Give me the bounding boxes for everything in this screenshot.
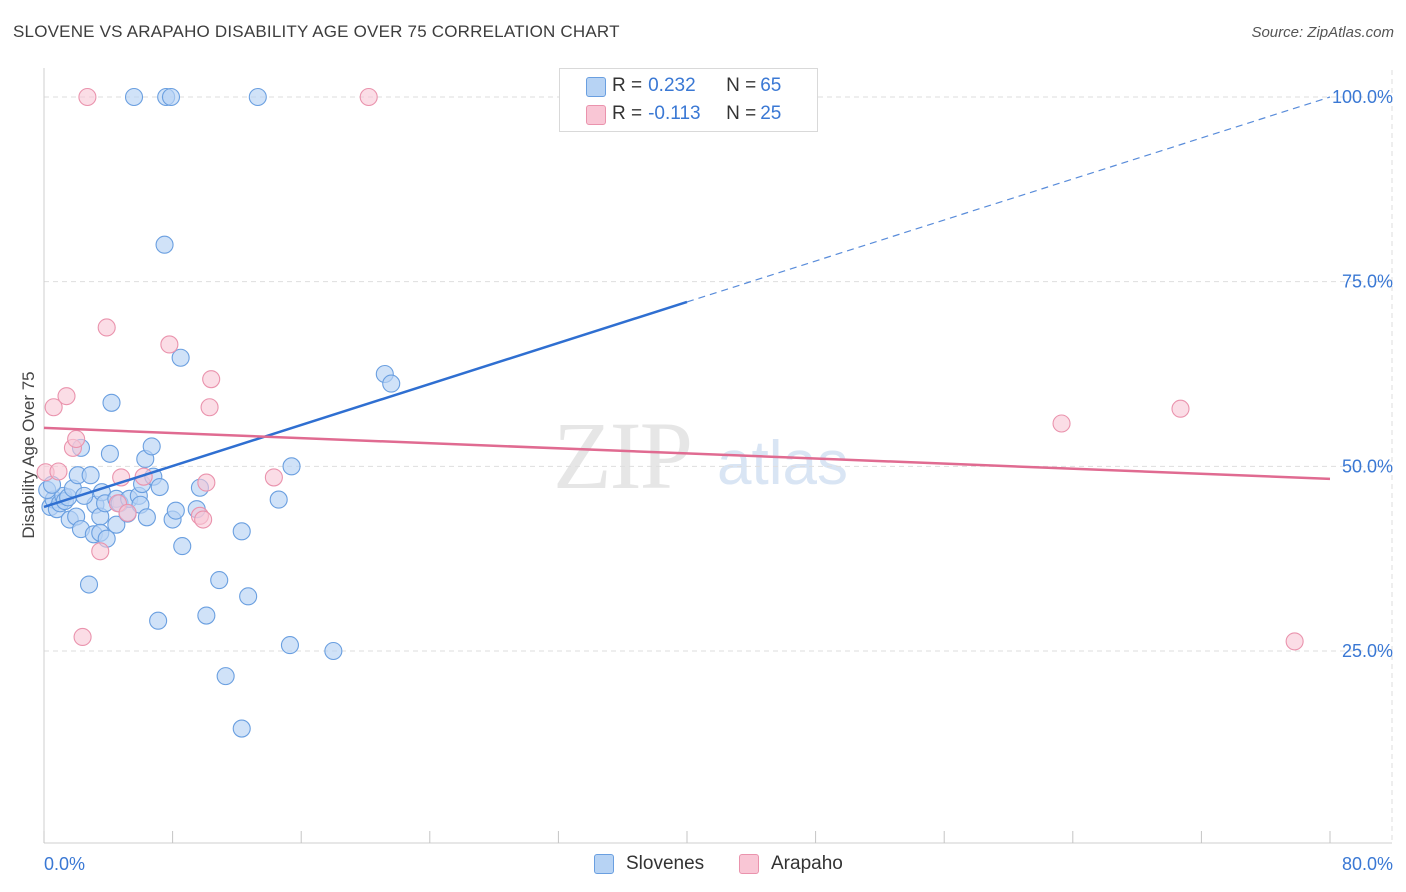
r-label: R = — [612, 103, 643, 124]
slovene-point — [161, 87, 181, 107]
arapaho-point — [118, 503, 137, 522]
arapaho-point — [67, 429, 86, 449]
arapaho-point — [44, 398, 63, 417]
slovene-point — [216, 667, 235, 686]
y-tick-label: 100.0% — [1332, 87, 1393, 107]
slovene-point — [81, 466, 100, 485]
arapaho-swatch — [739, 854, 759, 874]
legend-row-slovenes: R = 0.232 N = 65 — [586, 73, 782, 99]
y-tick-label: 25.0% — [1342, 641, 1393, 661]
arapaho-point — [57, 387, 76, 406]
legend-label-slovenes: Slovenes — [626, 853, 705, 874]
arapaho-point — [202, 370, 221, 389]
arapaho-point — [200, 398, 219, 417]
n-label: N = — [726, 103, 757, 124]
y-tick-label: 50.0% — [1342, 456, 1393, 476]
arapaho-point — [97, 318, 116, 337]
slovene-point — [79, 575, 99, 594]
arapaho-trend-line — [43, 426, 1331, 481]
legend-slovenes: Slovenes — [594, 852, 704, 876]
r-label: R = — [612, 75, 643, 96]
slovene-point — [166, 501, 185, 520]
arapaho-point — [264, 468, 283, 487]
slovene-point — [150, 477, 169, 497]
legend-label-arapaho: Arapaho — [771, 853, 843, 874]
arapaho-point — [1171, 399, 1190, 418]
arapaho-point — [1052, 414, 1071, 433]
arapaho-points — [36, 87, 1304, 651]
tick-labels: 25.0% 50.0% 75.0% 100.0% 0.0% 80.0% — [44, 87, 1393, 874]
slovene-point — [382, 374, 401, 393]
arapaho-point — [91, 542, 110, 561]
slovene-point — [124, 87, 144, 107]
watermark-zip: ZIP — [553, 402, 693, 509]
arapaho-point — [359, 87, 378, 107]
slovene-point — [282, 457, 301, 476]
slovene-point — [248, 87, 267, 107]
slovene-point — [173, 537, 192, 556]
y-tick-label: 75.0% — [1342, 272, 1393, 292]
correlation-legend: R = 0.232 N = 65 R = -0.113 N = 25 — [559, 68, 818, 132]
slovene-point — [102, 393, 121, 412]
chart-title: SLOVENE VS ARAPAHO DISABILITY AGE OVER 7… — [13, 22, 620, 41]
slovene-trend-extension — [686, 96, 1331, 303]
axes — [43, 68, 1392, 844]
slovene-point — [232, 719, 251, 738]
source-credit: Source: ZipAtlas.com — [1251, 24, 1394, 41]
slovene-point — [142, 437, 161, 456]
n-value: 65 — [760, 75, 782, 96]
trend-lines — [43, 96, 1331, 509]
slovenes-swatch — [586, 77, 606, 97]
n-label: N = — [726, 75, 757, 96]
slovene-point — [107, 515, 126, 534]
arapaho-point — [49, 462, 68, 481]
slovene-points — [38, 87, 590, 738]
slovene-point — [197, 606, 216, 625]
slovene-point — [210, 571, 229, 590]
slovenes-swatch — [594, 854, 614, 874]
r-value: 0.232 — [648, 75, 696, 96]
slovene-point — [232, 522, 251, 541]
slovene-point — [239, 587, 258, 606]
arapaho-point — [73, 627, 92, 647]
x-tick-label-max: 80.0% — [1342, 854, 1393, 874]
slovene-point — [100, 444, 119, 463]
slovene-point — [269, 490, 288, 509]
watermark-atlas: atlas — [717, 429, 848, 498]
y-axis-label: Disability Age Over 75 — [19, 371, 38, 538]
slovene-point — [280, 636, 299, 655]
slovene-point — [155, 235, 174, 254]
arapaho-point — [1285, 632, 1304, 651]
n-value: 25 — [760, 103, 782, 124]
slovene-point — [171, 348, 190, 367]
arapaho-point — [197, 473, 216, 492]
legend-row-arapaho: R = -0.113 N = 25 — [586, 101, 782, 127]
x-tick-label-min: 0.0% — [44, 854, 85, 874]
slovene-point — [149, 611, 168, 630]
legend-arapaho: Arapaho — [739, 852, 843, 876]
r-value: -0.113 — [648, 103, 701, 124]
slovene-point — [324, 641, 343, 661]
slovene-trend-line — [43, 300, 688, 509]
gridlines — [44, 70, 1393, 843]
arapaho-point — [160, 335, 179, 354]
arapaho-swatch — [586, 105, 606, 125]
slovene-point — [137, 508, 156, 527]
arapaho-point — [78, 87, 97, 107]
arapaho-point — [194, 510, 213, 529]
